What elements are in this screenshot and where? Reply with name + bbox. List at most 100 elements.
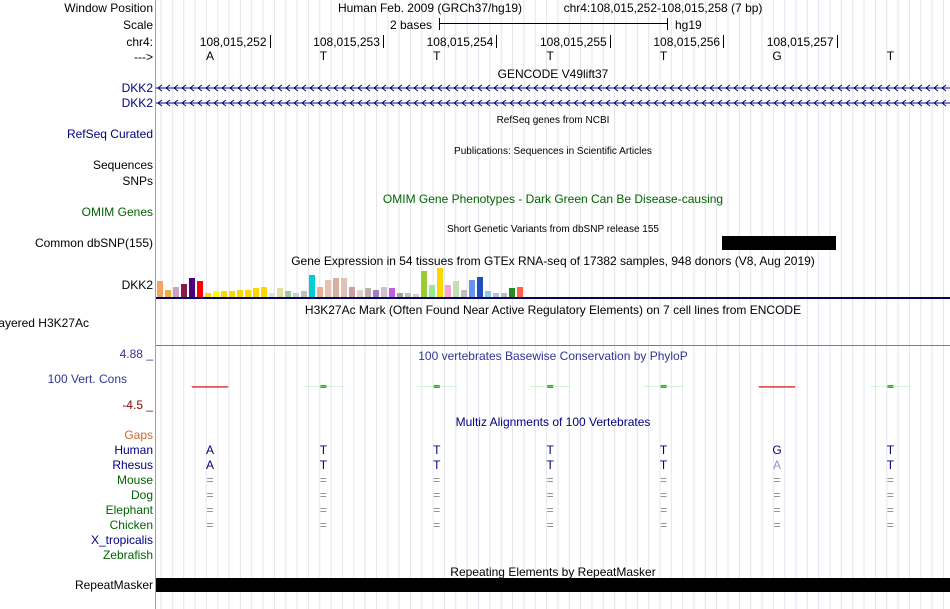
gtex-tissue-bar[interactable] [405,293,411,297]
gtex-tissue-bar[interactable] [293,293,299,297]
gtex-tissue-bar[interactable] [197,281,203,297]
alignment-base-elephant: = [886,503,894,517]
strand-chevron [629,99,635,107]
ruler-base: T [433,49,441,63]
ruler-position-label: 108,015,255 [539,35,607,49]
strand-chevron [573,84,579,92]
snps-track-label[interactable]: SNPs [122,174,153,188]
strand-chevron [725,84,731,92]
gtex-tissue-bar[interactable] [285,291,291,297]
gtex-tissue-bar[interactable] [237,290,243,297]
ruler-base: T [659,49,668,63]
repeatmasker-track-label[interactable]: RepeatMasker [74,578,153,592]
gtex-tissue-bar[interactable] [325,280,331,297]
refseq-track-label[interactable]: RefSeq Curated [66,127,153,141]
gtex-tissue-bar[interactable] [341,278,347,297]
repeatmasker-element[interactable] [156,578,950,592]
gtex-tissue-bar[interactable] [509,288,515,297]
gene-model-lines[interactable] [156,82,950,112]
strand-chevron [757,99,763,107]
ruler-position-label: 108,015,254 [426,35,494,49]
dbsnp-track-label[interactable]: Common dbSNP(155) [34,236,153,250]
alignment-base-mouse: = [319,473,327,487]
gtex-tissue-bar[interactable] [397,293,403,297]
gtex-tissue-bar[interactable] [461,290,467,297]
strand-chevron [765,84,771,92]
gtex-tissue-bar[interactable] [189,278,195,297]
phylop-signal[interactable] [156,380,950,394]
strand-chevron [293,99,299,107]
strand-chevron [285,84,291,92]
sequences-track-label[interactable]: Sequences [92,158,153,172]
gtex-tissue-bar[interactable] [501,293,507,297]
gtex-tissue-bar[interactable] [317,287,323,297]
gtex-tissue-bar[interactable] [429,285,435,297]
gtex-tissue-bar[interactable] [253,288,259,297]
strand-chevron [589,84,595,92]
gtex-tissue-bar[interactable] [277,288,283,297]
species-label-dog: Dog [130,488,153,502]
gtex-tissue-bar[interactable] [477,277,483,297]
gtex-tissue-bar[interactable] [205,293,211,297]
gtex-tissue-bar[interactable] [445,285,451,297]
gtex-tissue-bar[interactable] [517,287,523,297]
strand-chevron [197,99,203,107]
gtex-tissue-bar[interactable] [365,288,371,297]
gtex-tissue-bar[interactable] [469,280,475,297]
gtex-tissue-bar[interactable] [173,287,179,297]
gtex-tissue-bar[interactable] [389,288,395,297]
gtex-tissue-bar[interactable] [269,293,275,297]
h3k27ac-track-label[interactable]: Layered H3K27Ac [0,316,89,330]
gtex-tissue-bar[interactable] [381,287,387,297]
strand-chevron [285,99,291,107]
alignment-base-elephant: = [660,503,668,517]
gtex-tissue-bar[interactable] [245,290,251,297]
strand-chevron [197,84,203,92]
strand-chevron [773,99,779,107]
cons-min-label: -4.5 _ [122,398,153,412]
strand-chevron [405,99,411,107]
gtex-tissue-bar[interactable] [493,293,499,297]
gtex-tissue-bar[interactable] [229,291,235,297]
gtex-tissue-bar[interactable] [301,291,307,297]
gaps-label: Gaps [124,428,153,442]
cons-max-label: 4.88 _ [119,347,153,361]
strand-chevron [445,84,451,92]
cons-track-label[interactable]: 100 Vert. Cons [47,372,127,386]
ruler-position-label: 108,015,256 [653,35,721,49]
strand-chevron [701,84,707,92]
gtex-tissue-bar[interactable] [309,275,315,297]
gtex-tissue-bar[interactable] [357,290,363,297]
strand-chevron [669,84,675,92]
gtex-bar-chart[interactable] [156,267,950,297]
dbsnp-variant-block[interactable] [722,236,836,250]
strand-chevron [805,84,811,92]
alignment-base-chicken: = [773,518,781,532]
gtex-tissue-bar[interactable] [437,268,443,297]
strand-chevron [485,99,491,107]
strand-chevron [877,84,883,92]
gtex-tissue-bar[interactable] [213,291,219,297]
gtex-tissue-bar[interactable] [261,287,267,297]
gtex-tissue-bar[interactable] [421,271,427,297]
strand-chevron [429,99,435,107]
omim-track-label[interactable]: OMIM Genes [81,205,153,219]
gtex-tissue-bar[interactable] [221,291,227,297]
strand-chevron [733,84,739,92]
strand-chevron [917,99,923,107]
gtex-tissue-bar[interactable] [157,281,163,297]
gtex-tissue-bar[interactable] [333,278,339,297]
gtex-tissue-bar[interactable] [485,291,491,297]
gtex-tissue-bar[interactable] [453,281,459,297]
gtex-track-label[interactable]: DKK2 [121,278,153,292]
gtex-tissue-bar[interactable] [165,290,171,297]
browser-track-area[interactable]: Human Feb. 2009 (GRCh37/hg19) chr4:108,0… [156,0,950,609]
gtex-tissue-bar[interactable] [413,294,419,297]
gencode-track-label-2[interactable]: DKK2 [121,96,153,110]
gtex-tissue-bar[interactable] [373,290,379,297]
gtex-tissue-bar[interactable] [181,284,187,297]
strand-chevron [253,99,259,107]
gtex-tissue-bar[interactable] [349,287,355,297]
alignment-base-human: A [205,443,215,457]
gencode-track-label[interactable]: DKK2 [121,81,153,95]
